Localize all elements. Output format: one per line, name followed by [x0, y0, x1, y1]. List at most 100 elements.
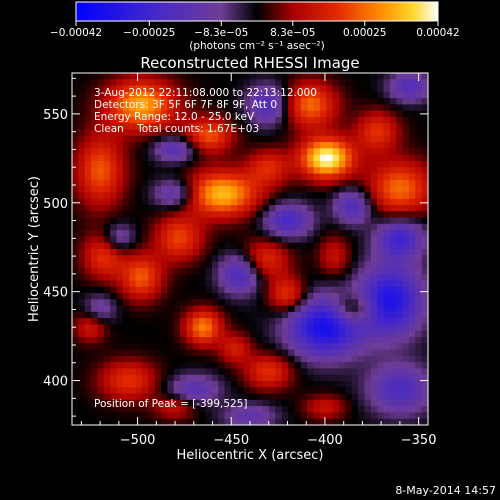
- heatmap-cell: [319, 362, 327, 370]
- heatmap-cell: [72, 91, 79, 99]
- heatmap-cell: [78, 142, 86, 150]
- heatmap-cell: [224, 299, 232, 307]
- heatmap-cell: [211, 318, 219, 326]
- heatmap-cell: [313, 161, 321, 168]
- heatmap-cell: [103, 110, 111, 118]
- heatmap-cell: [319, 274, 327, 282]
- heatmap-cell: [294, 286, 302, 294]
- heatmap-cell: [281, 230, 289, 238]
- heatmap-cell: [205, 192, 213, 200]
- heatmap-cell: [339, 148, 346, 156]
- heatmap-cell: [313, 267, 321, 275]
- heatmap-cell: [351, 154, 359, 162]
- heatmap-cell: [91, 148, 99, 156]
- heatmap-cell: [345, 381, 353, 388]
- heatmap-cell: [135, 135, 143, 143]
- heatmap-cell: [300, 393, 308, 401]
- heatmap-cell: [262, 261, 270, 269]
- heatmap-cell: [262, 223, 270, 231]
- heatmap-cell: [72, 293, 79, 300]
- heatmap-cell: [421, 311, 428, 319]
- heatmap-cell: [199, 123, 207, 131]
- heatmap-cell: [332, 198, 340, 206]
- heatmap-cell: [294, 412, 302, 420]
- heatmap-cell: [110, 261, 118, 269]
- heatmap-cell: [389, 192, 397, 200]
- heatmap-cell: [129, 110, 137, 118]
- heatmap-cell: [116, 73, 124, 80]
- heatmap-cell: [351, 148, 359, 156]
- heatmap-cell: [180, 280, 188, 288]
- heatmap-cell: [72, 179, 79, 187]
- heatmap-cell: [148, 255, 156, 263]
- heatmap-cell: [103, 305, 111, 313]
- heatmap-cell: [161, 261, 168, 269]
- heatmap-cell: [383, 73, 391, 80]
- heatmap-cell: [135, 305, 143, 313]
- heatmap-cell: [262, 242, 270, 250]
- heatmap-cell: [110, 242, 118, 250]
- heatmap-cell: [294, 205, 302, 212]
- heatmap-cell: [364, 305, 372, 313]
- heatmap-cell: [186, 161, 194, 168]
- heatmap-cell: [129, 242, 137, 250]
- heatmap-cell: [154, 154, 162, 162]
- heatmap-cell: [167, 205, 175, 212]
- heatmap-cell: [72, 311, 79, 319]
- heatmap-cell: [326, 85, 334, 93]
- heatmap-cell: [230, 217, 238, 225]
- heatmap-cell: [218, 393, 226, 401]
- heatmap-cell: [294, 293, 302, 300]
- heatmap-cell: [345, 186, 353, 194]
- heatmap-cell: [288, 286, 296, 294]
- heatmap-cell: [294, 142, 302, 150]
- heatmap-cell: [154, 117, 162, 124]
- heatmap-cell: [167, 274, 175, 282]
- heatmap-cell: [78, 242, 86, 250]
- heatmap-cell: [180, 362, 188, 370]
- heatmap-cell: [84, 242, 92, 250]
- heatmap-cell: [173, 418, 181, 425]
- heatmap-cell: [116, 412, 124, 420]
- heatmap-cell: [256, 368, 264, 376]
- heatmap-cell: [72, 223, 79, 231]
- heatmap-cell: [250, 135, 257, 143]
- heatmap-cell: [275, 117, 283, 124]
- heatmap-cell: [326, 73, 334, 80]
- heatmap-cell: [199, 355, 207, 363]
- heatmap-cell: [237, 261, 245, 269]
- heatmap-cell: [275, 418, 283, 425]
- heatmap-cell: [211, 85, 219, 93]
- heatmap-cell: [180, 406, 188, 414]
- heatmap-cell: [91, 249, 99, 256]
- heatmap-cell: [199, 129, 207, 137]
- heatmap-cell: [288, 368, 296, 376]
- heatmap-cell: [154, 399, 162, 407]
- heatmap-cell: [237, 173, 245, 181]
- heatmap-cell: [408, 167, 416, 175]
- heatmap-cell: [275, 349, 283, 357]
- heatmap-cell: [110, 73, 118, 80]
- heatmap-cell: [389, 91, 397, 99]
- heatmap-cell: [269, 167, 277, 175]
- heatmap-cell: [186, 412, 194, 420]
- heatmap-cell: [97, 374, 105, 382]
- heatmap-cell: [173, 198, 181, 206]
- heatmap-cell: [224, 374, 232, 382]
- heatmap-cell: [224, 117, 232, 124]
- heatmap-cell: [237, 280, 245, 288]
- heatmap-cell: [345, 280, 353, 288]
- heatmap-cell: [281, 406, 289, 414]
- heatmap-cell: [288, 110, 296, 118]
- heatmap-cell: [339, 161, 346, 168]
- heatmap-cell: [218, 110, 226, 118]
- heatmap-cell: [256, 374, 264, 382]
- heatmap-cell: [154, 186, 162, 194]
- heatmap-cell: [122, 299, 130, 307]
- heatmap-cell: [180, 110, 188, 118]
- heatmap-cell: [383, 142, 391, 150]
- heatmap-cell: [72, 330, 79, 338]
- heatmap-cell: [281, 135, 289, 143]
- heatmap-cell: [211, 223, 219, 231]
- heatmap-cell: [230, 255, 238, 263]
